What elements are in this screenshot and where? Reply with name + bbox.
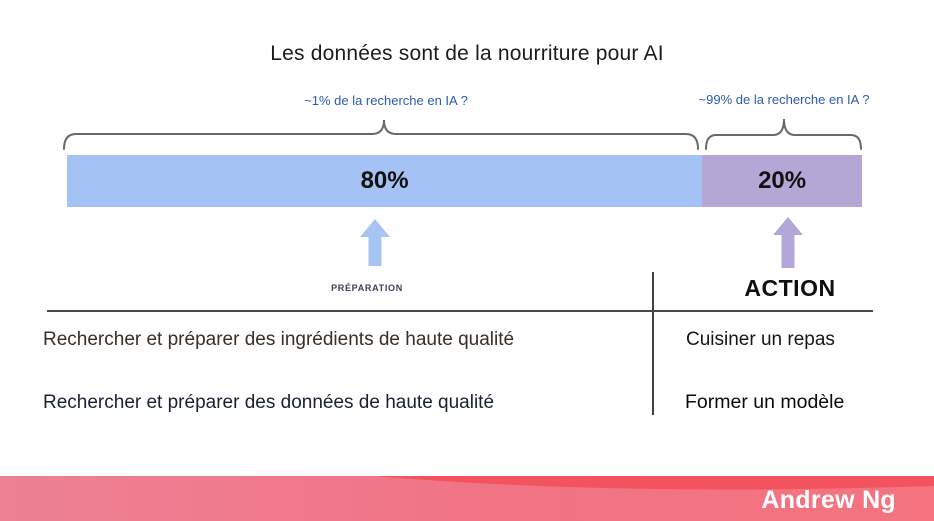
action-label: ACTION [744,275,836,301]
up-arrow-purple-icon [773,217,803,268]
author-name: Andrew Ng [761,486,896,514]
table-cell-data: Rechercher et préparer des données de ha… [43,392,495,413]
proportion-bar: 80% 20% [67,155,862,207]
bar-segment-action-label: 20% [758,167,807,194]
horizontal-divider [47,310,873,312]
table-cell-ingredients: Rechercher et préparer des ingrédients d… [43,329,515,350]
slide-title: Les données sont de la nourriture pour A… [270,42,664,65]
table-cell-cook-meal: Cuisiner un repas [686,329,835,350]
bracket-right [705,118,862,150]
bar-segment-preparation: 80% [67,155,703,207]
footer-band [0,476,934,521]
annotation-left: ~1% de la recherche en IA ? [304,93,468,108]
bar-segment-preparation-label: 80% [360,167,409,194]
bracket-left [63,119,699,150]
annotation-right: ~99% de la recherche en IA ? [698,92,870,107]
preparation-label: PRÉPARATION [331,283,403,293]
bar-segment-action: 20% [702,155,862,207]
footer-band-wave [380,476,934,490]
vertical-divider [652,272,654,415]
table-cell-train-model: Former un modèle [685,391,845,413]
up-arrow-blue-icon [360,219,390,266]
